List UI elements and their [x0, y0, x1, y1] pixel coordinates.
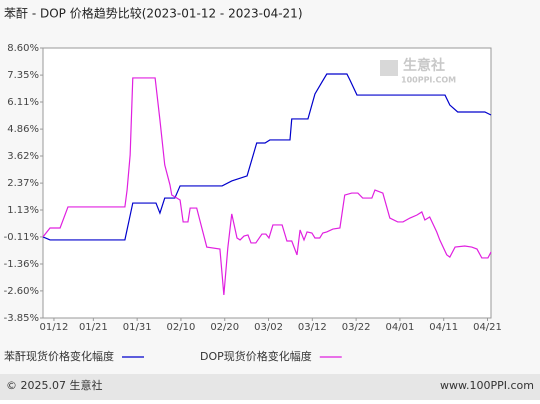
- watermark-logo: [380, 60, 398, 76]
- footer-bar: [0, 374, 540, 400]
- x-tick-label: 04/21: [473, 322, 502, 333]
- series-line: [42, 77, 492, 296]
- x-tick-label: 02/20: [210, 322, 239, 333]
- x-tick-label: 01/21: [79, 322, 108, 333]
- y-tick-label: -3.85%: [4, 313, 39, 324]
- x-tick-label: 01/12: [40, 322, 69, 333]
- y-tick-label: 4.86%: [7, 124, 39, 135]
- y-tick-label: 7.35%: [7, 70, 39, 81]
- y-tick-label: -0.11%: [4, 232, 39, 243]
- y-tick-label: 1.13%: [7, 205, 39, 216]
- footer-url: www.100PPI.com: [440, 379, 534, 392]
- y-tick-label: 3.62%: [7, 151, 39, 162]
- y-tick-label: 6.11%: [7, 97, 39, 108]
- x-tick-label: 03/22: [342, 322, 371, 333]
- y-tick-label: -2.60%: [4, 286, 39, 297]
- legend-label: DOP现货价格变化幅度: [200, 349, 312, 363]
- y-tick-label: 2.37%: [7, 178, 39, 189]
- legend-label: 苯酐现货价格变化幅度: [4, 349, 114, 363]
- y-tick-label: 8.60%: [7, 43, 39, 54]
- x-tick-label: 02/10: [167, 322, 196, 333]
- x-tick-label: 04/01: [385, 322, 414, 333]
- footer-copyright: © 2025.07 生意社: [6, 378, 102, 392]
- series-line: [42, 73, 492, 241]
- y-tick-label: -1.36%: [4, 259, 39, 270]
- watermark-site: 100PPI.COM: [401, 76, 456, 85]
- chart-title: 苯酐 - DOP 价格趋势比较(2023-01-12 - 2023-04-21): [4, 6, 303, 21]
- x-tick-label: 04/11: [429, 322, 458, 333]
- x-tick-label: 03/12: [298, 322, 327, 333]
- watermark: 生意社 100PPI.COM: [380, 57, 456, 85]
- x-tick-label: 01/31: [123, 322, 152, 333]
- plot-area: [42, 47, 492, 319]
- watermark-name: 生意社: [403, 57, 445, 74]
- x-tick-label: 03/02: [254, 322, 283, 333]
